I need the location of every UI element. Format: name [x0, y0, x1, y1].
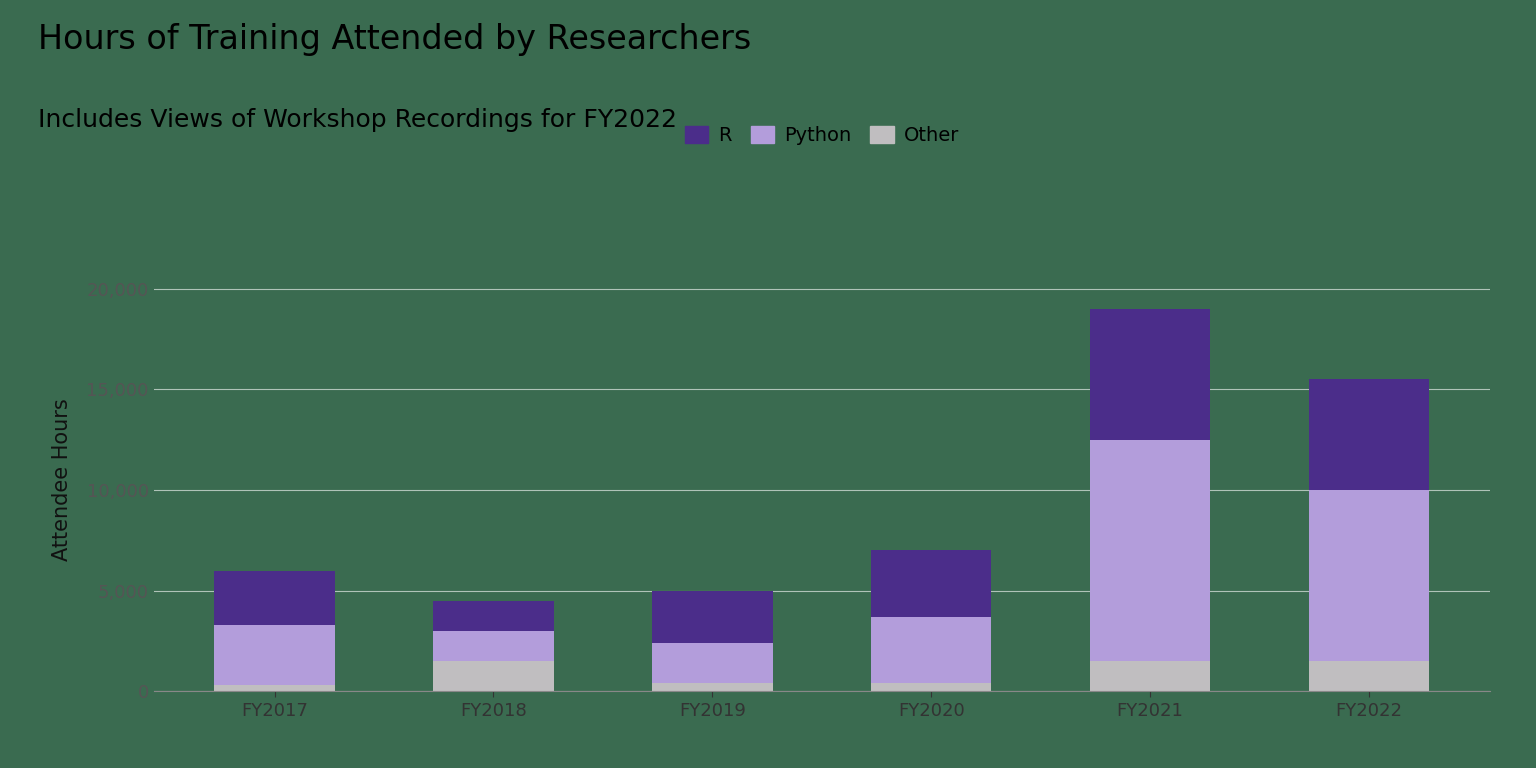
Bar	[1309, 490, 1428, 661]
Bar	[433, 601, 553, 631]
Bar	[653, 643, 773, 684]
Bar	[1309, 661, 1428, 691]
Y-axis label: Attendee Hours: Attendee Hours	[52, 399, 72, 561]
Bar	[215, 685, 335, 691]
Bar	[871, 684, 991, 691]
Bar	[433, 661, 553, 691]
Bar	[653, 684, 773, 691]
Bar	[1091, 661, 1210, 691]
Bar	[871, 617, 991, 684]
Bar	[433, 631, 553, 661]
Bar	[1309, 379, 1428, 490]
Bar	[1091, 440, 1210, 661]
Bar	[1091, 309, 1210, 440]
Text: Hours of Training Attended by Researchers: Hours of Training Attended by Researcher…	[38, 23, 751, 56]
Bar	[653, 591, 773, 643]
Bar	[215, 571, 335, 625]
Bar	[871, 551, 991, 617]
Text: Includes Views of Workshop Recordings for FY2022: Includes Views of Workshop Recordings fo…	[38, 108, 677, 131]
Bar	[215, 625, 335, 685]
Legend: R, Python, Other: R, Python, Other	[677, 118, 966, 153]
